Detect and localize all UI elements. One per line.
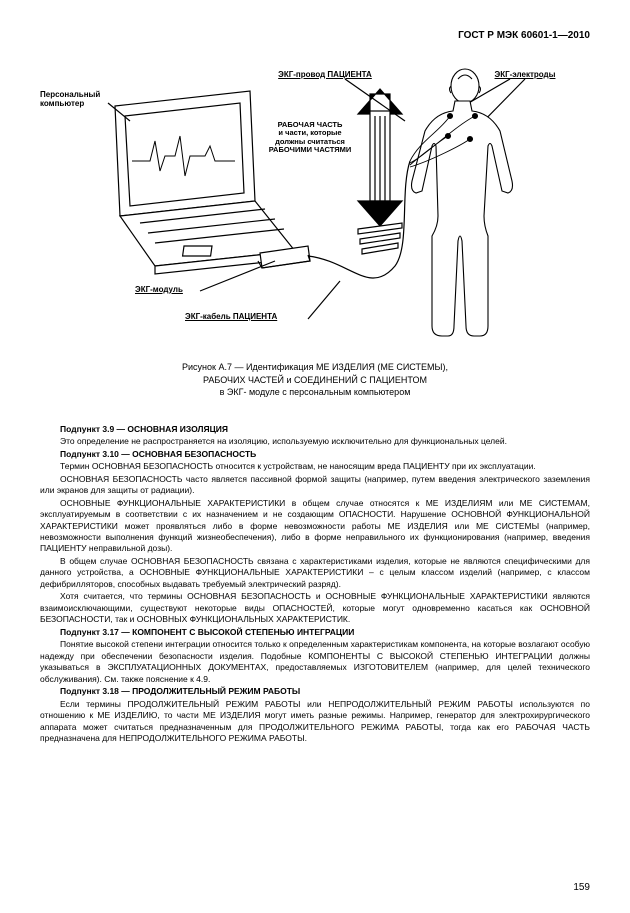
label-electrodes: ЭКГ-электроды <box>480 71 570 80</box>
figure-caption: Рисунок А.7 — Идентификация МЕ ИЗДЕЛИЯ (… <box>40 361 590 399</box>
sub-3-10-p4: В общем случае ОСНОВНАЯ БЕЗОПАСНОСТЬ свя… <box>40 556 590 590</box>
sub-3-17-title: Подпункт 3.17 — КОМПОНЕНТ С ВЫСОКОЙ СТЕП… <box>60 627 354 637</box>
label-lead: ЭКГ-провод ПАЦИЕНТА <box>265 71 385 80</box>
patient-cable <box>308 161 410 278</box>
caption-line-3: в ЭКГ- модуле с персональным компьютером <box>220 387 411 397</box>
label-module: ЭКГ-модуль <box>135 286 205 295</box>
sub-3-18-p1: Если термины ПРОДОЛЖИТЕЛЬНЫЙ РЕЖИМ РАБОТ… <box>40 699 590 745</box>
figure-a7: Персональныйкомпьютер ЭКГ-провод ПАЦИЕНТ… <box>40 61 590 351</box>
body-text: Подпункт 3.9 — ОСНОВНАЯ ИЗОЛЯЦИЯ Это опр… <box>40 424 590 745</box>
page-number: 159 <box>573 882 590 893</box>
caption-line-1: Рисунок А.7 — Идентификация МЕ ИЗДЕЛИЯ (… <box>182 362 448 372</box>
label-applied-part: РАБОЧАЯ ЧАСТЬи части, которыедолжны счит… <box>255 121 365 154</box>
sub-3-9-title: Подпункт 3.9 — ОСНОВНАЯ ИЗОЛЯЦИЯ <box>60 424 228 434</box>
label-pc: Персональныйкомпьютер <box>40 91 110 109</box>
sub-3-10-title: Подпункт 3.10 — ОСНОВНАЯ БЕЗОПАСНОСТЬ <box>60 449 256 459</box>
sub-3-10-p3: ОСНОВНЫЕ ФУНКЦИОНАЛЬНЫЕ ХАРАКТЕРИСТИКИ в… <box>40 498 590 555</box>
caption-line-2: РАБОЧИХ ЧАСТЕЙ и СОЕДИНЕНИЙ С ПАЦИЕНТОМ <box>203 375 427 385</box>
laptop-icon <box>115 91 295 274</box>
sub-3-10-p2: ОСНОВНАЯ БЕЗОПАСНОСТЬ часто является пас… <box>40 474 590 497</box>
sub-3-10-p1: Термин ОСНОВНАЯ БЕЗОПАСНОСТЬ относится к… <box>40 461 590 472</box>
sub-3-18-title: Подпункт 3.18 — ПРОДОЛЖИТЕЛЬНЫЙ РЕЖИМ РА… <box>60 686 300 696</box>
human-body-icon <box>410 69 513 336</box>
diagram-svg <box>40 61 590 351</box>
sub-3-9-p1: Это определение не распространяется на и… <box>40 436 590 447</box>
document-header: ГОСТ Р МЭК 60601-1—2010 <box>40 30 590 41</box>
label-cable: ЭКГ-кабель ПАЦИЕНТА <box>185 313 315 322</box>
sub-3-10-p5: Хотя считается, что термины ОСНОВНАЯ БЕЗ… <box>40 591 590 625</box>
sub-3-17-p1: Понятие высокой степени интеграции относ… <box>40 639 590 685</box>
